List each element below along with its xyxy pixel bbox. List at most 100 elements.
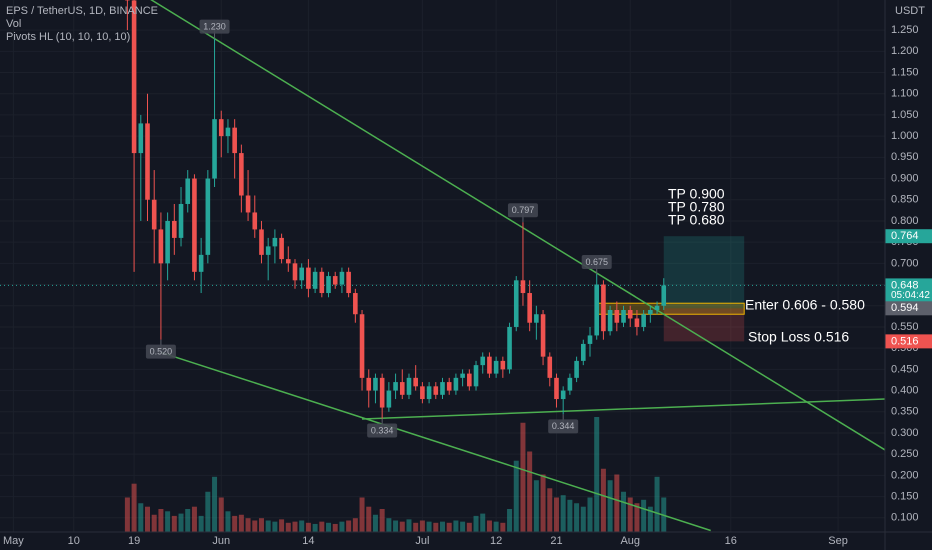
trendline — [150, 0, 885, 451]
candle-body — [507, 326, 512, 370]
candle-body — [426, 386, 432, 400]
price-badge-label: 0.764 — [891, 230, 919, 242]
candle-body — [527, 293, 532, 323]
candle-body — [480, 356, 486, 366]
y-tick-label: 0.900 — [891, 172, 919, 184]
candle-body — [279, 237, 284, 260]
y-tick-label: 0.550 — [891, 321, 919, 333]
volume-bar — [621, 491, 627, 532]
volume-bar — [151, 514, 157, 532]
currency-label: USDT — [895, 5, 925, 17]
candle-body — [406, 377, 412, 395]
volume-bar — [440, 521, 445, 532]
y-tick-label: 0.850 — [891, 194, 919, 206]
x-tick-label: Aug — [620, 535, 640, 547]
volume-bar — [393, 520, 399, 532]
volume-bar — [158, 509, 164, 532]
candle-body — [567, 377, 573, 391]
volume-bar — [379, 509, 385, 532]
volume-bar — [312, 523, 318, 532]
candle-body — [332, 276, 338, 285]
volume-bar — [279, 519, 285, 532]
volume-bar — [205, 491, 211, 532]
volume-bar — [346, 520, 352, 532]
indicator-label: Pivots HL (10, 10, 10, 10) — [6, 31, 130, 43]
volume-bar — [419, 520, 425, 532]
candle-body — [654, 305, 660, 310]
candle-body — [192, 178, 197, 272]
volume-bar — [507, 509, 513, 532]
volume-bar — [567, 499, 573, 532]
volume-bar — [238, 514, 244, 532]
price-badge-label: 0.648 — [891, 279, 919, 291]
stop-text: Stop Loss 0.516 — [748, 329, 849, 345]
volume-bar — [547, 488, 553, 532]
volume-bar — [326, 522, 332, 532]
volume-bar — [245, 518, 251, 532]
drawings — [0, 0, 885, 532]
price-badge — [885, 334, 932, 349]
price-badge — [885, 301, 932, 316]
candle-body — [366, 377, 372, 391]
y-tick-label: 1.150 — [891, 66, 919, 78]
candle-body — [172, 220, 177, 238]
y-tick-label: 0.300 — [891, 427, 919, 439]
x-tick-label: 19 — [128, 535, 140, 547]
candle-body — [614, 309, 620, 323]
candle-body — [306, 267, 311, 289]
y-tick-label: 0.950 — [891, 151, 919, 163]
candle-body — [601, 284, 606, 332]
y-tick-label: 0.250 — [891, 448, 919, 460]
pivot-label: 0.675 — [585, 257, 608, 267]
volume-bar — [654, 476, 660, 532]
entry-text: Enter 0.606 - 0.580 — [745, 297, 865, 313]
candle-body — [621, 309, 626, 323]
candle-body — [292, 263, 298, 281]
trendline — [362, 398, 885, 420]
pivot-box — [145, 344, 176, 359]
candle-body — [259, 229, 264, 255]
price-badge-label: 0.594 — [891, 302, 919, 314]
volume-bar — [399, 521, 405, 532]
x-tick-label: Sep — [828, 535, 848, 547]
candle-body — [641, 314, 646, 327]
candle-body — [272, 237, 278, 247]
candle-body — [218, 119, 224, 137]
y-tick-label: 0.200 — [891, 469, 919, 481]
pivot-box — [367, 423, 398, 438]
volume-bar — [225, 511, 231, 532]
volume-bar — [352, 518, 358, 532]
candle-body — [433, 386, 439, 395]
y-tick-label: 0.800 — [891, 215, 919, 227]
overlay: 1.250 1.200 1.150 1.100 1.050 1.000 0.950 0.900… — [3, 19, 932, 547]
candle-body — [594, 284, 600, 336]
target-text: TP 0.900 — [668, 186, 725, 202]
volume-bar — [453, 520, 459, 532]
volume-bar — [513, 460, 519, 532]
x-tick-label: 16 — [725, 535, 737, 547]
volume-bar — [413, 522, 419, 532]
x-tick-label: 21 — [550, 535, 562, 547]
candle-body — [145, 123, 150, 200]
pivot-box — [581, 254, 612, 269]
volume-bar — [560, 495, 566, 532]
price-badge — [885, 278, 932, 303]
x-tick-label: 10 — [68, 535, 80, 547]
volume-bar — [198, 515, 204, 532]
volume-bar — [185, 509, 191, 532]
volume-bar — [332, 523, 338, 532]
candle-body — [252, 212, 258, 230]
volume-bar — [466, 522, 472, 532]
candle-body — [185, 178, 191, 204]
candle-body — [446, 382, 452, 391]
candle-body — [386, 390, 392, 408]
candle-body — [285, 259, 291, 264]
volume-bar — [285, 522, 291, 532]
candle-body — [239, 153, 244, 196]
volume-bar — [600, 468, 606, 532]
x-tick-label: Jul — [415, 535, 429, 547]
symbol-title: EPS / TetherUS, 1D, BINANCE — [6, 5, 158, 17]
y-tick-label: 0.150 — [891, 490, 919, 502]
volume-bar — [319, 521, 325, 532]
